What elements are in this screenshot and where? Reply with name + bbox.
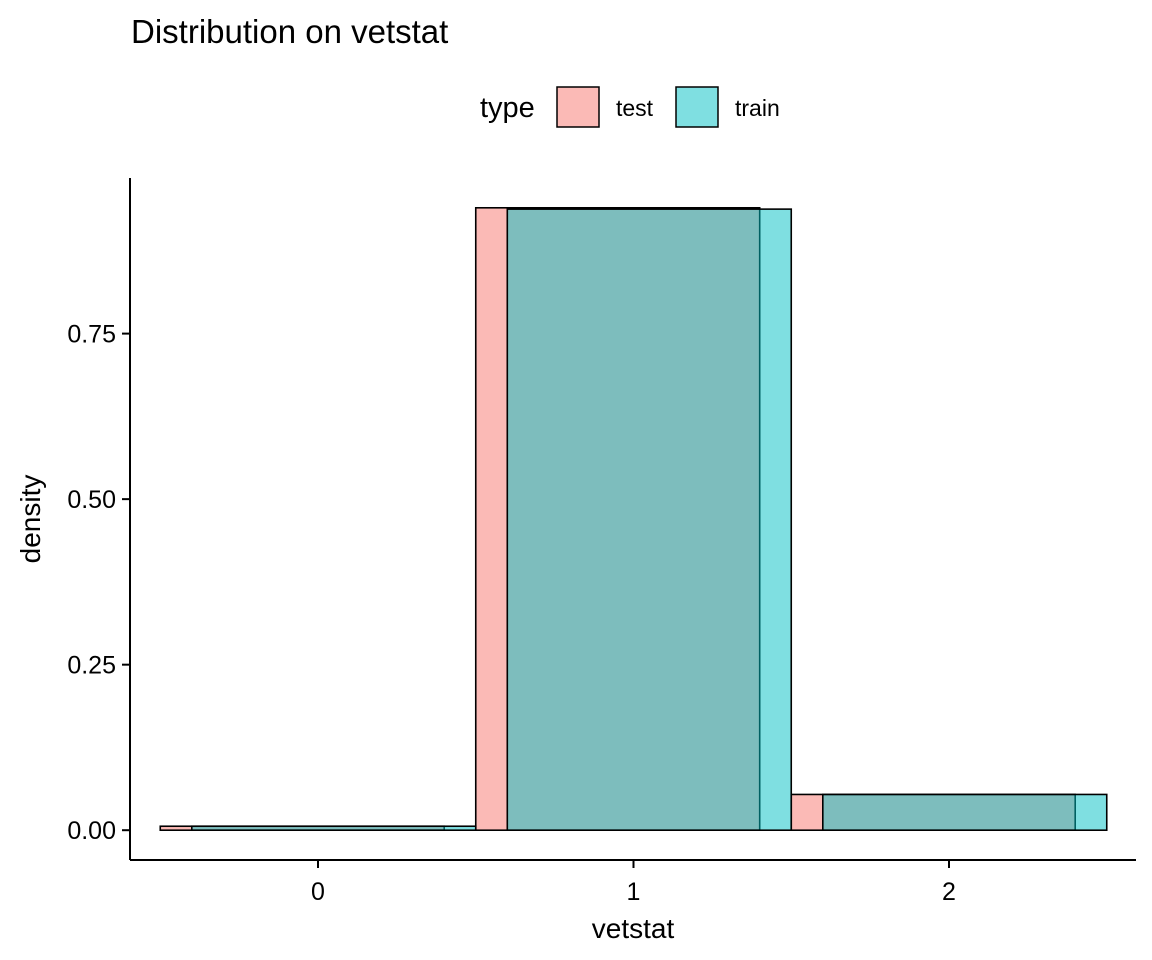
legend-key-test: [556, 86, 600, 128]
legend-label-train: train: [735, 95, 780, 121]
y-axis-title: density: [15, 475, 46, 564]
y-tick-label: 0.00: [67, 817, 116, 845]
legend-key-train: [675, 86, 719, 128]
legend-label-test: test: [616, 95, 654, 121]
legend-title: type: [480, 92, 535, 124]
legend: type test train: [480, 86, 780, 128]
bars: [159, 206, 1108, 832]
bar-train-0: [191, 825, 477, 832]
x-axis-title: vetstat: [592, 913, 675, 944]
y-axis-ticks: 0.00 0.25 0.50 0.75: [67, 321, 130, 845]
x-tick-label: 0: [311, 878, 325, 906]
y-tick-label: 0.75: [67, 321, 116, 349]
y-tick-label: 0.50: [67, 486, 116, 514]
x-tick-label: 1: [627, 878, 641, 906]
x-axis-ticks: 0 1 2: [311, 860, 956, 906]
x-tick-label: 2: [942, 878, 956, 906]
bar-train-1: [506, 208, 793, 832]
y-tick-label: 0.25: [67, 652, 116, 680]
bar-train-2: [821, 793, 1108, 832]
chart-title: Distribution on vetstat: [131, 13, 448, 50]
